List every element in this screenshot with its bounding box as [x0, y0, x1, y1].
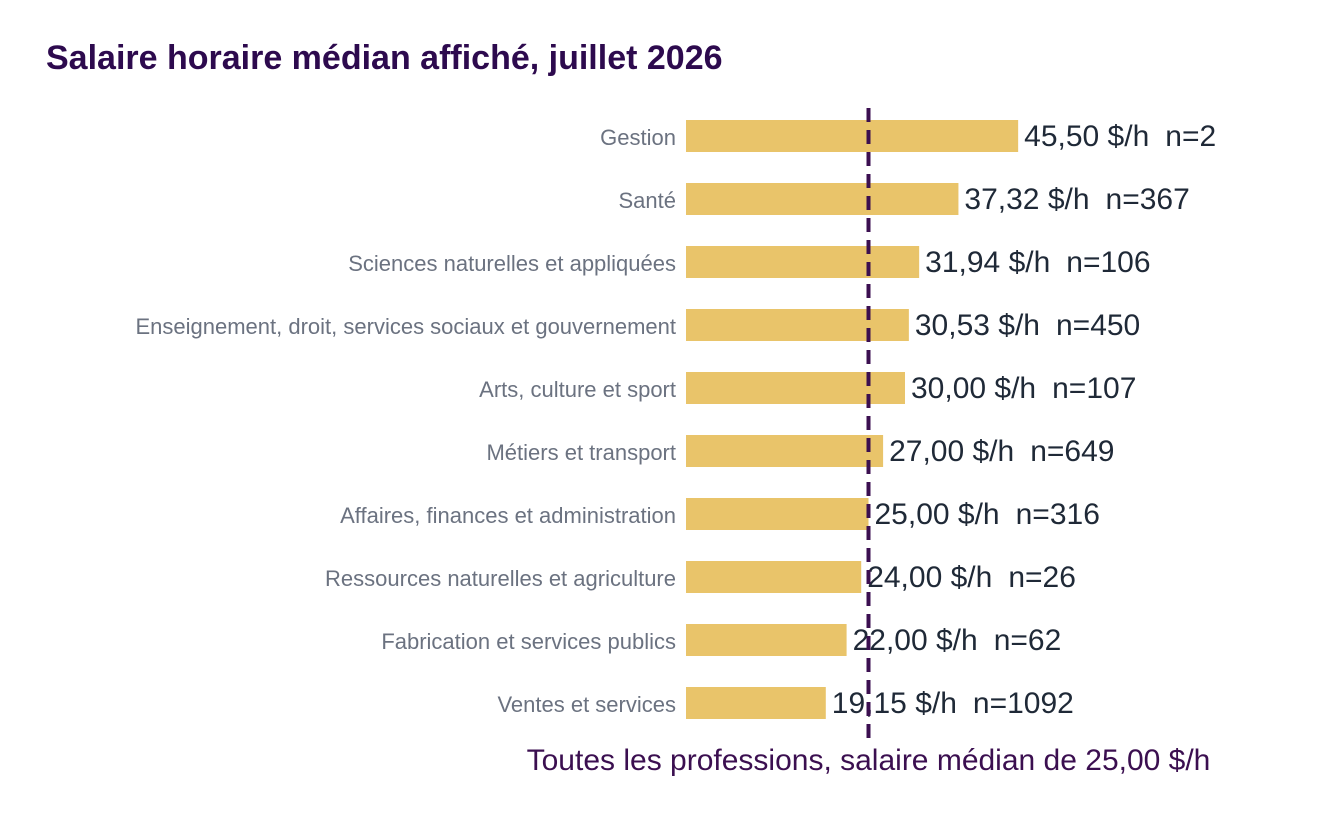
y-tick-label: Ventes et services [497, 692, 676, 717]
y-tick-label: Gestion [600, 125, 676, 150]
value-label: 30,00 $/h [911, 372, 1036, 405]
value-label: 27,00 $/h [889, 435, 1014, 468]
count-label: n=62 [994, 624, 1062, 657]
count-label: n=1092 [973, 687, 1074, 720]
bar [686, 687, 826, 719]
value-label: 19,15 $/h [832, 687, 957, 720]
value-label: 30,53 $/h [915, 309, 1040, 342]
count-label: n=106 [1066, 246, 1150, 279]
y-tick-label: Sciences naturelles et appliquées [348, 251, 676, 276]
value-label: 45,50 $/h [1024, 120, 1149, 153]
value-label: 37,32 $/h [964, 183, 1089, 216]
count-label: n=367 [1106, 183, 1190, 216]
bar [686, 498, 869, 530]
count-label: n=2 [1165, 120, 1216, 153]
y-tick-label: Arts, culture et sport [479, 377, 676, 402]
value-label: 24,00 $/h [867, 561, 992, 594]
bar [686, 120, 1019, 152]
bar [686, 309, 909, 341]
count-label: n=26 [1008, 561, 1076, 594]
y-tick-label: Ressources naturelles et agriculture [325, 566, 676, 591]
bar [686, 624, 847, 656]
y-tick-label: Métiers et transport [486, 440, 676, 465]
y-tick-label: Fabrication et services publics [381, 629, 676, 654]
bar [686, 372, 905, 404]
count-label: n=316 [1016, 498, 1100, 531]
count-label: n=649 [1030, 435, 1114, 468]
chart-title: Salaire horaire médian affiché, juillet … [46, 39, 723, 77]
value-label: 22,00 $/h [853, 624, 978, 657]
y-tick-label: Enseignement, droit, services sociaux et… [135, 314, 676, 339]
bar [686, 246, 920, 278]
y-tick-label: Affaires, finances et administration [340, 503, 676, 528]
y-tick-label: Santé [619, 188, 677, 213]
bar [686, 183, 959, 215]
count-label: n=450 [1056, 309, 1140, 342]
value-label: 31,94 $/h [925, 246, 1050, 279]
count-label: n=107 [1052, 372, 1136, 405]
value-label: 25,00 $/h [875, 498, 1000, 531]
reference-label: Toutes les professions, salaire médian d… [527, 744, 1211, 777]
bar [686, 561, 862, 593]
bar [686, 435, 884, 467]
